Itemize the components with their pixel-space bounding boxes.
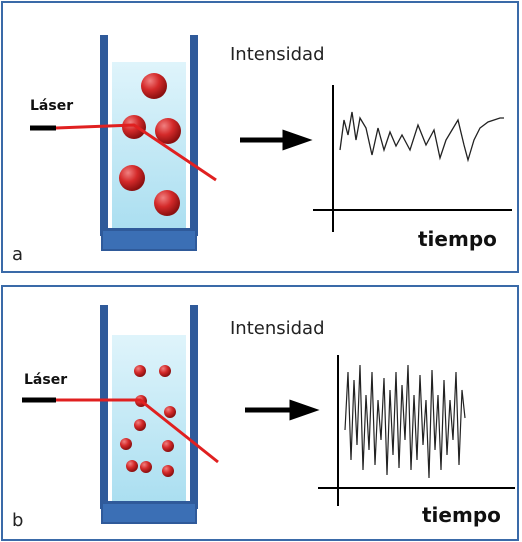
panel-label: a xyxy=(12,244,23,265)
cuvette-base xyxy=(102,503,196,523)
y-axis-label: Intensidad xyxy=(230,44,325,65)
laser-label: Láser xyxy=(24,372,67,388)
x-axis-label: tiempo xyxy=(418,227,497,251)
arrow xyxy=(245,403,312,417)
cuvette-base xyxy=(102,230,196,250)
signal xyxy=(345,365,465,478)
y-axis-label: Intensidad xyxy=(230,318,325,339)
laser-label: Láser xyxy=(30,98,73,114)
panel-label: b xyxy=(12,510,23,531)
panel-a: Láser Intensidad tiempo a xyxy=(2,2,518,272)
diagram: Láser Intensidad tiempo a Láser Int xyxy=(0,0,522,542)
panel-b: Láser Intensidad tiempo b xyxy=(2,286,518,540)
liquid xyxy=(112,335,186,507)
x-axis-label: tiempo xyxy=(422,503,501,527)
arrow xyxy=(240,133,305,147)
signal xyxy=(340,112,504,160)
